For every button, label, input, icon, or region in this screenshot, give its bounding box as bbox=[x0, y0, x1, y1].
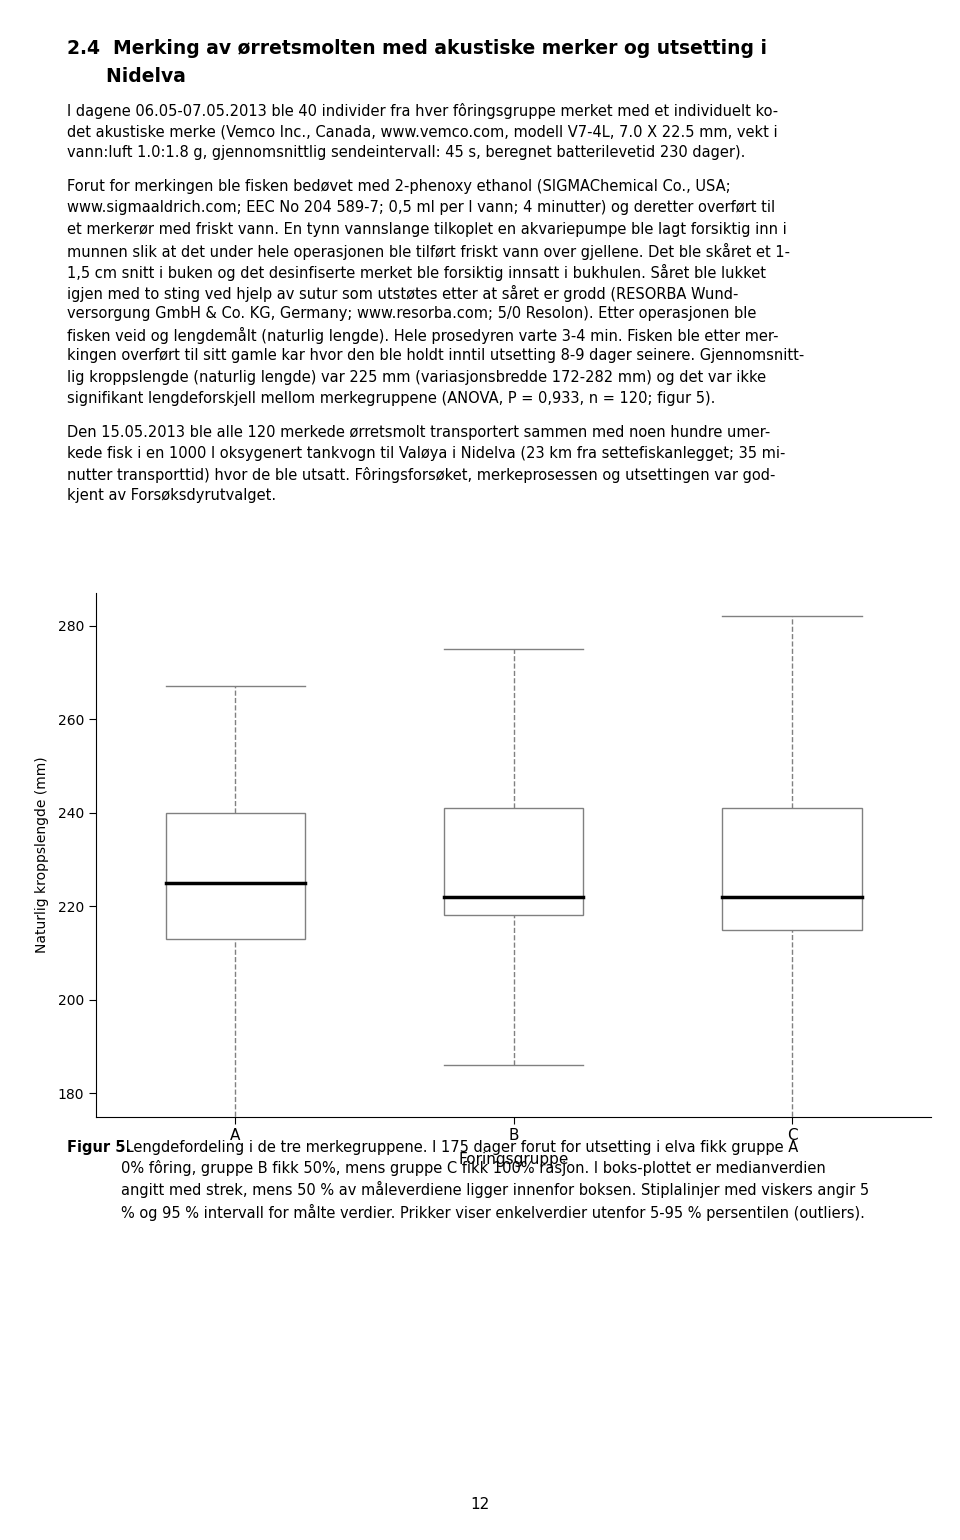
Text: Figur 5.: Figur 5. bbox=[67, 1140, 132, 1155]
Text: 1,5 cm snitt i buken og det desinfiserte merket ble forsiktig innsatt i bukhulen: 1,5 cm snitt i buken og det desinfiserte… bbox=[67, 263, 766, 280]
Text: vann:luft 1.0:1.8 g, gjennomsnittlig sendeintervall: 45 s, beregnet batterilevet: vann:luft 1.0:1.8 g, gjennomsnittlig sen… bbox=[67, 145, 746, 160]
Text: Lengdefordeling i de tre merkegruppene. I 175 dager forut for utsetting i elva f: Lengdefordeling i de tre merkegruppene. … bbox=[121, 1140, 869, 1221]
Text: igjen med to sting ved hjelp av sutur som utstøtes etter at såret er grodd (RESO: igjen med to sting ved hjelp av sutur so… bbox=[67, 285, 738, 302]
Text: versorgung GmbH & Co. KG, Germany; www.resorba.com; 5/0 Resolon). Etter operasjo: versorgung GmbH & Co. KG, Germany; www.r… bbox=[67, 306, 756, 322]
FancyBboxPatch shape bbox=[444, 808, 584, 915]
Text: www.sigmaaldrich.com; EEC No 204 589-7; 0,5 ml per l vann; 4 minutter) og derett: www.sigmaaldrich.com; EEC No 204 589-7; … bbox=[67, 200, 776, 216]
Text: munnen slik at det under hele operasjonen ble tilført friskt vann over gjellene.: munnen slik at det under hele operasjone… bbox=[67, 243, 790, 260]
X-axis label: Foringsgruppe: Foringsgruppe bbox=[459, 1152, 568, 1167]
Text: lig kroppslengde (naturlig lengde) var 225 mm (variasjonsbredde 172-282 mm) og d: lig kroppslengde (naturlig lengde) var 2… bbox=[67, 370, 766, 385]
Text: 2.4  Merking av ørretsmolten med akustiske merker og utsetting i: 2.4 Merking av ørretsmolten med akustisk… bbox=[67, 38, 767, 57]
Text: Forut for merkingen ble fisken bedøvet med 2-phenoxy ethanol (SIGMAChemical Co.,: Forut for merkingen ble fisken bedøvet m… bbox=[67, 179, 731, 194]
Y-axis label: Naturlig kroppslengde (mm): Naturlig kroppslengde (mm) bbox=[36, 756, 49, 953]
Text: I dagene 06.05-07.05.2013 ble 40 individer fra hver fôringsgruppe merket med et : I dagene 06.05-07.05.2013 ble 40 individ… bbox=[67, 103, 779, 119]
Text: Den 15.05.2013 ble alle 120 merkede ørretsmolt transportert sammen med noen hund: Den 15.05.2013 ble alle 120 merkede ørre… bbox=[67, 425, 771, 439]
Text: et merkerør med friskt vann. En tynn vannslange tilkoplet en akvariepumpe ble la: et merkerør med friskt vann. En tynn van… bbox=[67, 222, 787, 237]
Text: kjent av Forsøksdyrutvalget.: kjent av Forsøksdyrutvalget. bbox=[67, 488, 276, 504]
Text: signifikant lengdeforskjell mellom merkegruppene (ANOVA, P = 0,933, n = 120; fig: signifikant lengdeforskjell mellom merke… bbox=[67, 391, 715, 405]
Text: nutter transporttid) hvor de ble utsatt. Fôringsforsøket, merkeprosessen og utse: nutter transporttid) hvor de ble utsatt.… bbox=[67, 467, 776, 484]
Text: kede fisk i en 1000 l oksygenert tankvogn til Valøya i Nidelva (23 km fra settef: kede fisk i en 1000 l oksygenert tankvog… bbox=[67, 445, 785, 460]
FancyBboxPatch shape bbox=[722, 808, 861, 930]
Text: det akustiske merke (Vemco Inc., Canada, www.vemco.com, modell V7-4L, 7.0 X 22.5: det akustiske merke (Vemco Inc., Canada,… bbox=[67, 125, 778, 139]
Text: 12: 12 bbox=[470, 1497, 490, 1512]
Text: fisken veid og lengdemålt (naturlig lengde). Hele prosedyren varte 3-4 min. Fisk: fisken veid og lengdemålt (naturlig leng… bbox=[67, 328, 779, 345]
Text: Nidelva: Nidelva bbox=[67, 66, 186, 86]
FancyBboxPatch shape bbox=[165, 813, 305, 939]
Text: kingen overført til sitt gamle kar hvor den ble holdt inntil utsetting 8-9 dager: kingen overført til sitt gamle kar hvor … bbox=[67, 348, 804, 363]
